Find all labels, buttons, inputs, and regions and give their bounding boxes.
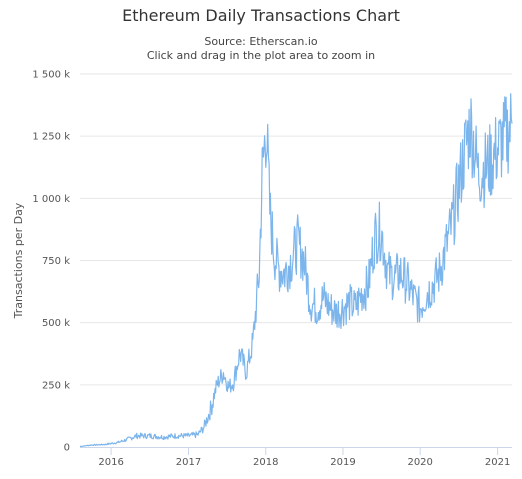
y-tick-label: 750 k — [42, 256, 70, 267]
x-tick-label: 2018 — [253, 457, 278, 468]
chart-subtitle: Source: Etherscan.io — [204, 35, 318, 48]
x-tick-label: 2017 — [176, 457, 201, 468]
x-tick-label: 2020 — [407, 457, 432, 468]
y-tick-label: 1 000 k — [32, 194, 70, 205]
x-tick-label: 2019 — [330, 457, 355, 468]
grid — [80, 73, 512, 448]
y-tick-label: 1 250 k — [32, 132, 70, 143]
chart-title: Ethereum Daily Transactions Chart — [122, 6, 400, 25]
y-tick-label: 1 500 k — [32, 70, 70, 81]
series-line-0 — [79, 93, 513, 448]
y-tick-label: 0 — [64, 443, 70, 454]
series-group — [79, 93, 513, 448]
x-tick-label: 2021 — [485, 457, 510, 468]
x-axis-ticks: 2016 2017 2018 2019 2020 2021 — [98, 447, 510, 468]
chart-zoom-hint: Click and drag in the plot area to zoom … — [146, 49, 376, 62]
y-axis-ticks: 0 250 k 500 k 750 k 1 000 k 1 250 k 1 500 k — [32, 70, 70, 454]
x-tick-label: 2016 — [98, 457, 123, 468]
y-axis-label: Transactions per Day — [12, 202, 25, 319]
y-tick-label: 500 k — [42, 318, 70, 329]
y-tick-label: 250 k — [42, 380, 70, 391]
